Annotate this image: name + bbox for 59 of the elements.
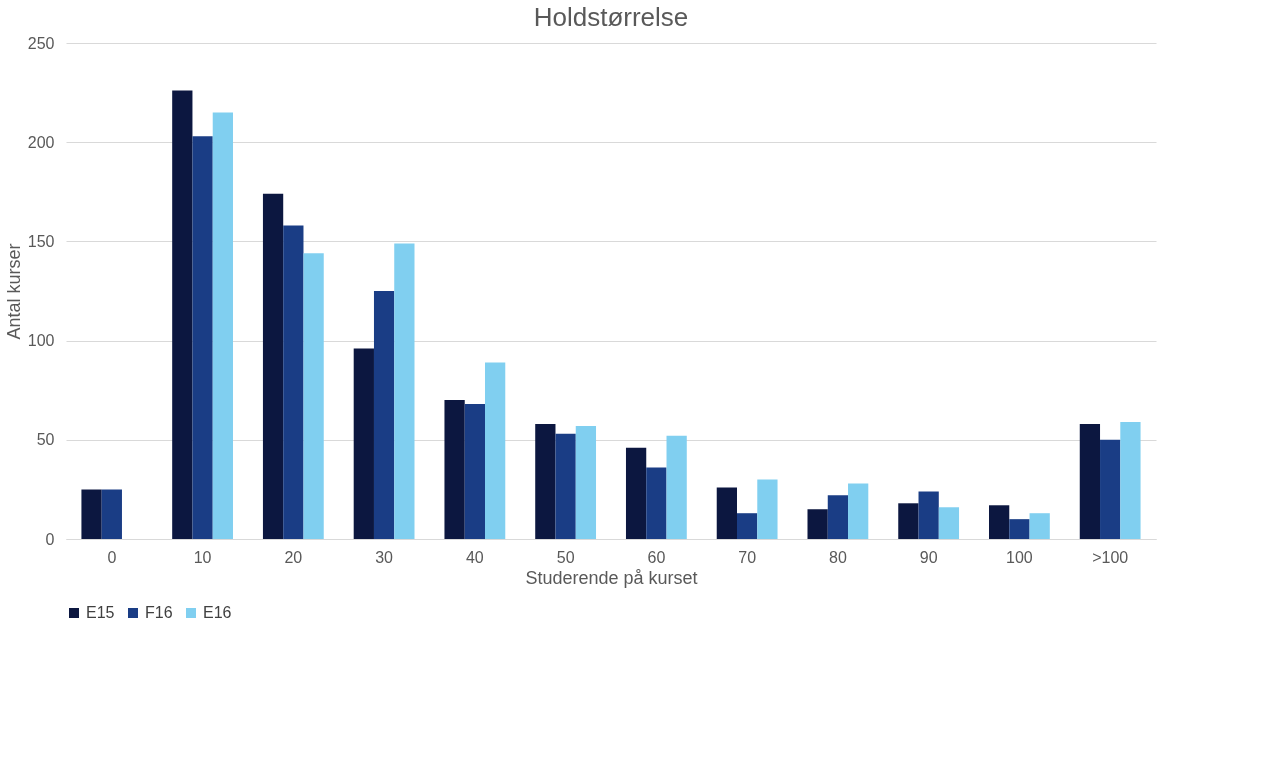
- y-tick-label: 200: [27, 133, 55, 151]
- y-tick-label: 0: [45, 530, 55, 548]
- bar: [666, 435, 687, 539]
- bar: [737, 513, 758, 539]
- x-tick-label: 50: [556, 548, 575, 566]
- bar: [555, 433, 576, 539]
- legend-label: F16: [145, 604, 173, 621]
- x-tick-label: 60: [647, 548, 666, 566]
- bar: [303, 253, 324, 539]
- bar: [1120, 421, 1141, 539]
- x-tick-label: 30: [375, 548, 394, 566]
- bar: [989, 505, 1010, 539]
- x-tick-label: 70: [738, 548, 757, 566]
- bar: [394, 243, 415, 539]
- chart-title: Holdstørrelse: [533, 2, 689, 32]
- legend-label: E16: [203, 604, 232, 621]
- bar: [192, 136, 213, 539]
- bar: [353, 348, 374, 539]
- bar: [625, 447, 647, 539]
- x-tick-label: >100: [1092, 548, 1129, 566]
- bar: [807, 509, 828, 539]
- bar: [535, 423, 556, 539]
- bar: [81, 489, 102, 539]
- bar: [373, 291, 395, 539]
- x-tick-label: 10: [193, 548, 212, 566]
- x-tick-label: 0: [107, 548, 117, 566]
- bar: [262, 193, 284, 539]
- bar: [485, 362, 506, 539]
- bar: [827, 495, 849, 539]
- bar: [1079, 423, 1101, 539]
- bar: [646, 467, 667, 539]
- x-tick-label: 80: [829, 548, 847, 566]
- bar: [848, 483, 869, 539]
- x-tick-label: 90: [919, 548, 938, 566]
- x-tick-label: 40: [465, 548, 484, 566]
- bar: [1009, 519, 1030, 539]
- bar: [575, 425, 597, 539]
- bar: [464, 404, 485, 539]
- x-tick-label: 20: [284, 548, 303, 566]
- legend-label: E15: [86, 604, 115, 621]
- bar: [716, 487, 737, 539]
- y-axis-title: Antal kurser: [3, 243, 24, 340]
- bar: [1100, 439, 1121, 539]
- bar: [101, 489, 122, 539]
- bar: [898, 503, 919, 539]
- y-tick-label: 50: [36, 431, 55, 449]
- bar: [757, 479, 778, 539]
- bar: [1029, 513, 1050, 539]
- y-tick-label: 250: [27, 34, 55, 52]
- x-tick-label: 100: [1006, 548, 1033, 566]
- y-tick-label: 100: [27, 332, 55, 350]
- bar: [212, 112, 233, 539]
- x-axis-title: Studerende på kurset: [525, 567, 698, 588]
- y-tick-label: 150: [27, 232, 55, 250]
- bar: [444, 400, 465, 539]
- bar: [938, 507, 960, 539]
- bar: [172, 90, 193, 539]
- bar: [918, 491, 939, 539]
- bar: [283, 225, 304, 539]
